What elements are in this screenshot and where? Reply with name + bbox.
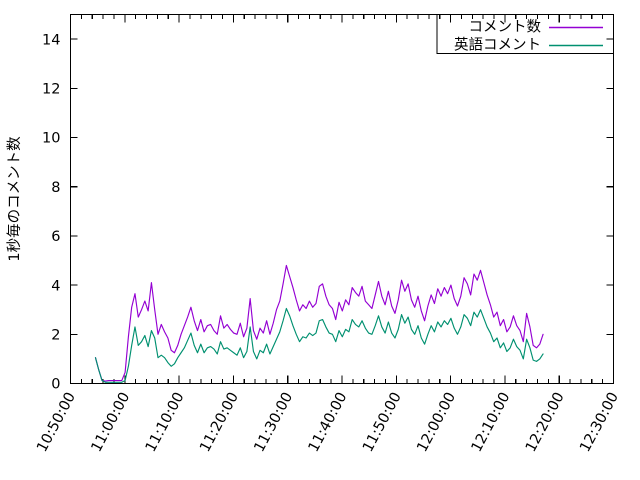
series-lines <box>94 264 544 383</box>
x-tick-label: 11:00:00 <box>89 390 134 455</box>
y-tick-label: 12 <box>42 82 60 98</box>
series-line-2 <box>94 307 544 383</box>
y-tick-label: 14 <box>42 32 60 48</box>
x-tick-label: 11:10:00 <box>143 390 188 455</box>
legend-label: コメント数 <box>469 19 542 36</box>
y-axis-label: 1秒毎のコメント数 <box>6 136 23 262</box>
y-tick-label: 6 <box>51 229 60 245</box>
y-tick-label: 8 <box>51 180 60 196</box>
x-tick-label: 11:30:00 <box>252 390 297 455</box>
x-tick-label: 12:00:00 <box>414 390 459 455</box>
series-line-1 <box>94 264 544 382</box>
y-axis-title: 1秒毎のコメント数 <box>6 136 23 262</box>
x-axis-ticks: 10:50:00 11:00:00 11:10:00 11:20:00 11:30:00… <box>34 14 622 455</box>
y-tick-label: 2 <box>51 328 60 344</box>
x-tick-label: 11:20:00 <box>197 390 242 455</box>
x-tick-label: 11:40:00 <box>306 390 351 455</box>
x-tick-label: 10:50:00 <box>34 390 79 455</box>
y-tick-label: 10 <box>42 131 60 147</box>
x-tick-label: 12:10:00 <box>469 390 514 455</box>
plot-frame <box>69 13 615 385</box>
x-tick-label: 12:20:00 <box>523 390 568 455</box>
y-axis-ticks: 0 2 4 6 8 10 12 14 <box>42 32 614 393</box>
x-tick-label: 11:50:00 <box>360 390 405 455</box>
legend-border <box>436 13 615 55</box>
y-tick-label: 0 <box>51 377 60 393</box>
y-tick-label: 4 <box>51 278 60 294</box>
legend-label: 英語コメント <box>454 36 541 54</box>
x-tick-label: 12:30:00 <box>577 390 622 455</box>
